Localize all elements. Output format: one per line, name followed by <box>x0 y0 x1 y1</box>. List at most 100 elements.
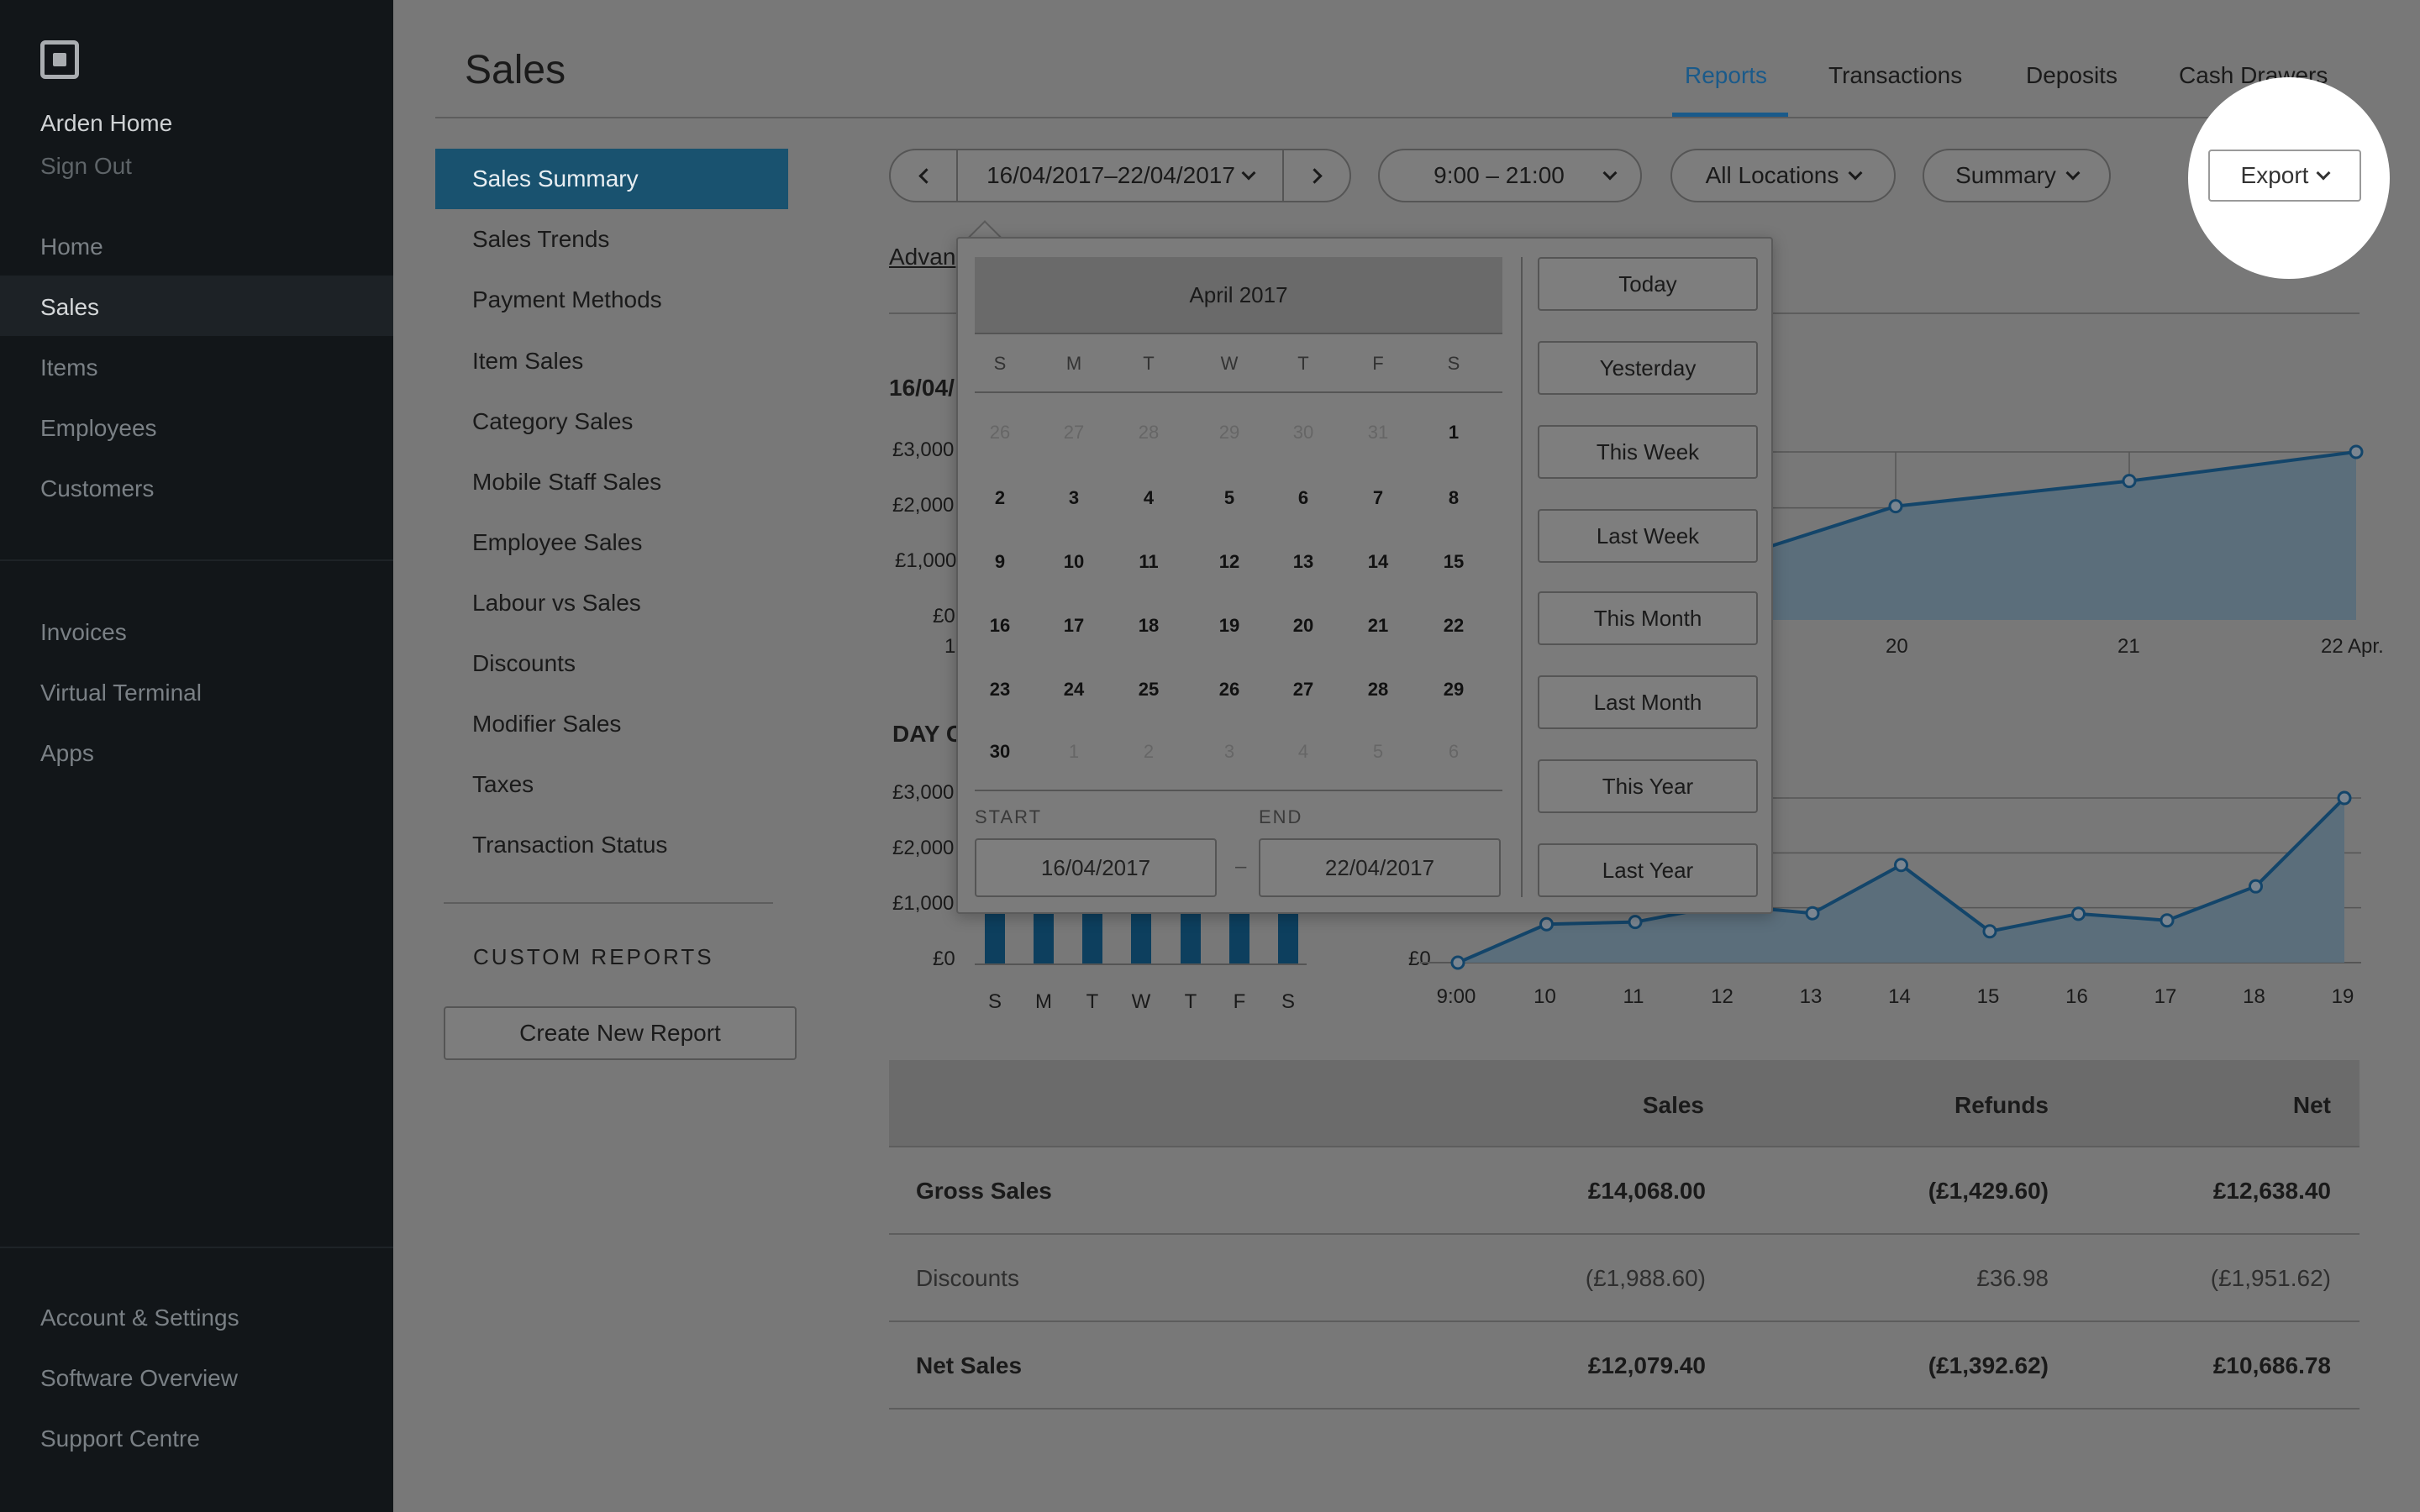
tab-transactions[interactable]: Transactions <box>1828 62 1963 88</box>
calendar-day[interactable]: 3 <box>1223 741 1235 762</box>
quick-range-yesterday-button[interactable]: Yesterday <box>1538 341 1758 395</box>
business-name[interactable]: Arden Home <box>40 110 173 136</box>
calendar-day[interactable]: 13 <box>1292 551 1314 572</box>
calendar-day[interactable]: 24 <box>1063 679 1085 700</box>
start-date-input[interactable]: 16/04/2017 <box>975 838 1217 897</box>
calendar-day[interactable]: 9 <box>994 551 1006 572</box>
end-date-input[interactable]: 22/04/2017 <box>1259 838 1501 897</box>
active-tab-indicator <box>1672 113 1788 118</box>
calendar-day[interactable]: 16 <box>989 615 1011 636</box>
calendar-day[interactable]: 27 <box>1063 422 1085 443</box>
calendar-day[interactable]: 20 <box>1292 615 1314 636</box>
sidebar-item-apps[interactable]: Apps <box>40 740 94 766</box>
y-tick-label: £0 <box>933 605 955 627</box>
data-point <box>2160 913 2175 928</box>
date-range-dropdown[interactable]: 16/04/2017–22/04/2017 <box>960 150 1281 201</box>
calendar-day[interactable]: 26 <box>1218 679 1240 700</box>
previous-period-button[interactable] <box>891 150 958 201</box>
quick-range-last-week-button[interactable]: Last Week <box>1538 509 1758 563</box>
calendar-day[interactable]: 2 <box>994 487 1006 508</box>
report-nav-employee-sales[interactable]: Employee Sales <box>472 529 643 555</box>
export-button[interactable]: Export <box>2208 150 2361 202</box>
calendar-day[interactable]: 21 <box>1367 615 1389 636</box>
calendar-day[interactable]: 31 <box>1367 422 1389 443</box>
quick-range-this-month-button[interactable]: This Month <box>1538 591 1758 645</box>
calendar-day[interactable]: 3 <box>1068 487 1080 508</box>
x-tick-label: 22 Apr. <box>2321 635 2384 658</box>
report-nav-labour-vs-sales[interactable]: Labour vs Sales <box>472 590 641 616</box>
sidebar-item-software-overview[interactable]: Software Overview <box>40 1365 238 1391</box>
calendar-day[interactable]: 30 <box>989 741 1011 762</box>
calendar-day[interactable]: 8 <box>1448 487 1460 508</box>
quick-range-last-month-button[interactable]: Last Month <box>1538 675 1758 729</box>
square-logo-icon[interactable] <box>40 40 79 79</box>
calendar-day[interactable]: 14 <box>1367 551 1389 572</box>
sidebar-item-invoices[interactable]: Invoices <box>40 619 127 645</box>
quick-range-today-button[interactable]: Today <box>1538 257 1758 311</box>
calendar-day[interactable]: 28 <box>1367 679 1389 700</box>
next-period-button[interactable] <box>1282 150 1349 201</box>
calendar-day[interactable]: 7 <box>1372 487 1384 508</box>
sidebar-item-employees[interactable]: Employees <box>40 415 157 441</box>
calendar-day[interactable]: 18 <box>1138 615 1160 636</box>
calendar-day[interactable]: 4 <box>1143 487 1155 508</box>
calendar-day[interactable]: 17 <box>1063 615 1085 636</box>
tab-deposits[interactable]: Deposits <box>2026 62 2118 88</box>
sidebar-item-virtual-terminal[interactable]: Virtual Terminal <box>40 680 202 706</box>
sidebar-item-items[interactable]: Items <box>40 354 98 381</box>
calendar-day[interactable]: 15 <box>1443 551 1465 572</box>
report-nav-modifier-sales[interactable]: Modifier Sales <box>472 711 622 737</box>
calendar-day[interactable]: 5 <box>1372 741 1384 762</box>
calendar-day[interactable]: 29 <box>1443 679 1465 700</box>
report-nav-item-sales[interactable]: Item Sales <box>472 348 584 374</box>
sidebar-item-sales[interactable]: Sales <box>40 294 100 320</box>
report-nav-sales-trends[interactable]: Sales Trends <box>472 226 610 252</box>
report-nav-taxes[interactable]: Taxes <box>472 771 534 797</box>
custom-reports-heading: CUSTOM REPORTS <box>473 944 714 969</box>
calendar-day[interactable]: 6 <box>1448 741 1460 762</box>
calendar-day[interactable]: 23 <box>989 679 1011 700</box>
bar <box>985 914 1005 964</box>
calendar-day[interactable]: 29 <box>1218 422 1240 443</box>
calendar-day[interactable]: 5 <box>1223 487 1235 508</box>
view-dropdown[interactable]: Summary <box>1923 149 2111 202</box>
calendar-day[interactable]: 22 <box>1443 615 1465 636</box>
tab-reports[interactable]: Reports <box>1685 62 1768 88</box>
quick-range-this-year-button[interactable]: This Year <box>1538 759 1758 813</box>
calendar-day[interactable]: 11 <box>1139 551 1159 572</box>
calendar-day[interactable]: 1 <box>1068 741 1080 762</box>
report-nav-sales-summary[interactable]: Sales Summary <box>472 165 639 192</box>
table-row-divider <box>889 1408 2360 1410</box>
quick-range-last-year-button[interactable]: Last Year <box>1538 843 1758 897</box>
sign-out-link[interactable]: Sign Out <box>40 153 132 179</box>
calendar-day[interactable]: 28 <box>1138 422 1160 443</box>
report-nav-discounts[interactable]: Discounts <box>472 650 576 676</box>
calendar-day[interactable]: 19 <box>1218 615 1240 636</box>
sidebar-item-customers[interactable]: Customers <box>40 475 155 501</box>
quick-range-this-week-button[interactable]: This Week <box>1538 425 1758 479</box>
day-chart-title: DAY C <box>892 721 964 747</box>
sidebar-item-account-settings[interactable]: Account & Settings <box>40 1305 239 1331</box>
sidebar-item-support-centre[interactable]: Support Centre <box>40 1425 200 1452</box>
create-new-report-button[interactable]: Create New Report <box>444 1006 797 1060</box>
calendar-day[interactable]: 2 <box>1143 741 1155 762</box>
report-nav-payment-methods[interactable]: Payment Methods <box>472 286 662 312</box>
calendar-day[interactable]: 10 <box>1063 551 1085 572</box>
calendar-day[interactable]: 12 <box>1218 551 1240 572</box>
sidebar-item-home[interactable]: Home <box>40 234 103 260</box>
calendar-day[interactable]: 6 <box>1297 487 1309 508</box>
advanced-filters-link[interactable]: Advan <box>889 244 956 270</box>
calendar-day[interactable]: 27 <box>1292 679 1314 700</box>
data-point <box>1888 499 1903 514</box>
calendar-day[interactable]: 26 <box>989 422 1011 443</box>
time-range-dropdown[interactable]: 9:00 – 21:00 <box>1378 149 1642 202</box>
calendar-day[interactable]: 1 <box>1448 422 1460 443</box>
report-nav-mobile-staff-sales[interactable]: Mobile Staff Sales <box>472 469 662 495</box>
data-point <box>2337 790 2352 806</box>
calendar-day[interactable]: 25 <box>1138 679 1160 700</box>
calendar-day[interactable]: 30 <box>1292 422 1314 443</box>
calendar-day[interactable]: 4 <box>1297 741 1309 762</box>
report-nav-transaction-status[interactable]: Transaction Status <box>472 832 668 858</box>
locations-dropdown[interactable]: All Locations <box>1670 149 1896 202</box>
report-nav-category-sales[interactable]: Category Sales <box>472 408 634 434</box>
